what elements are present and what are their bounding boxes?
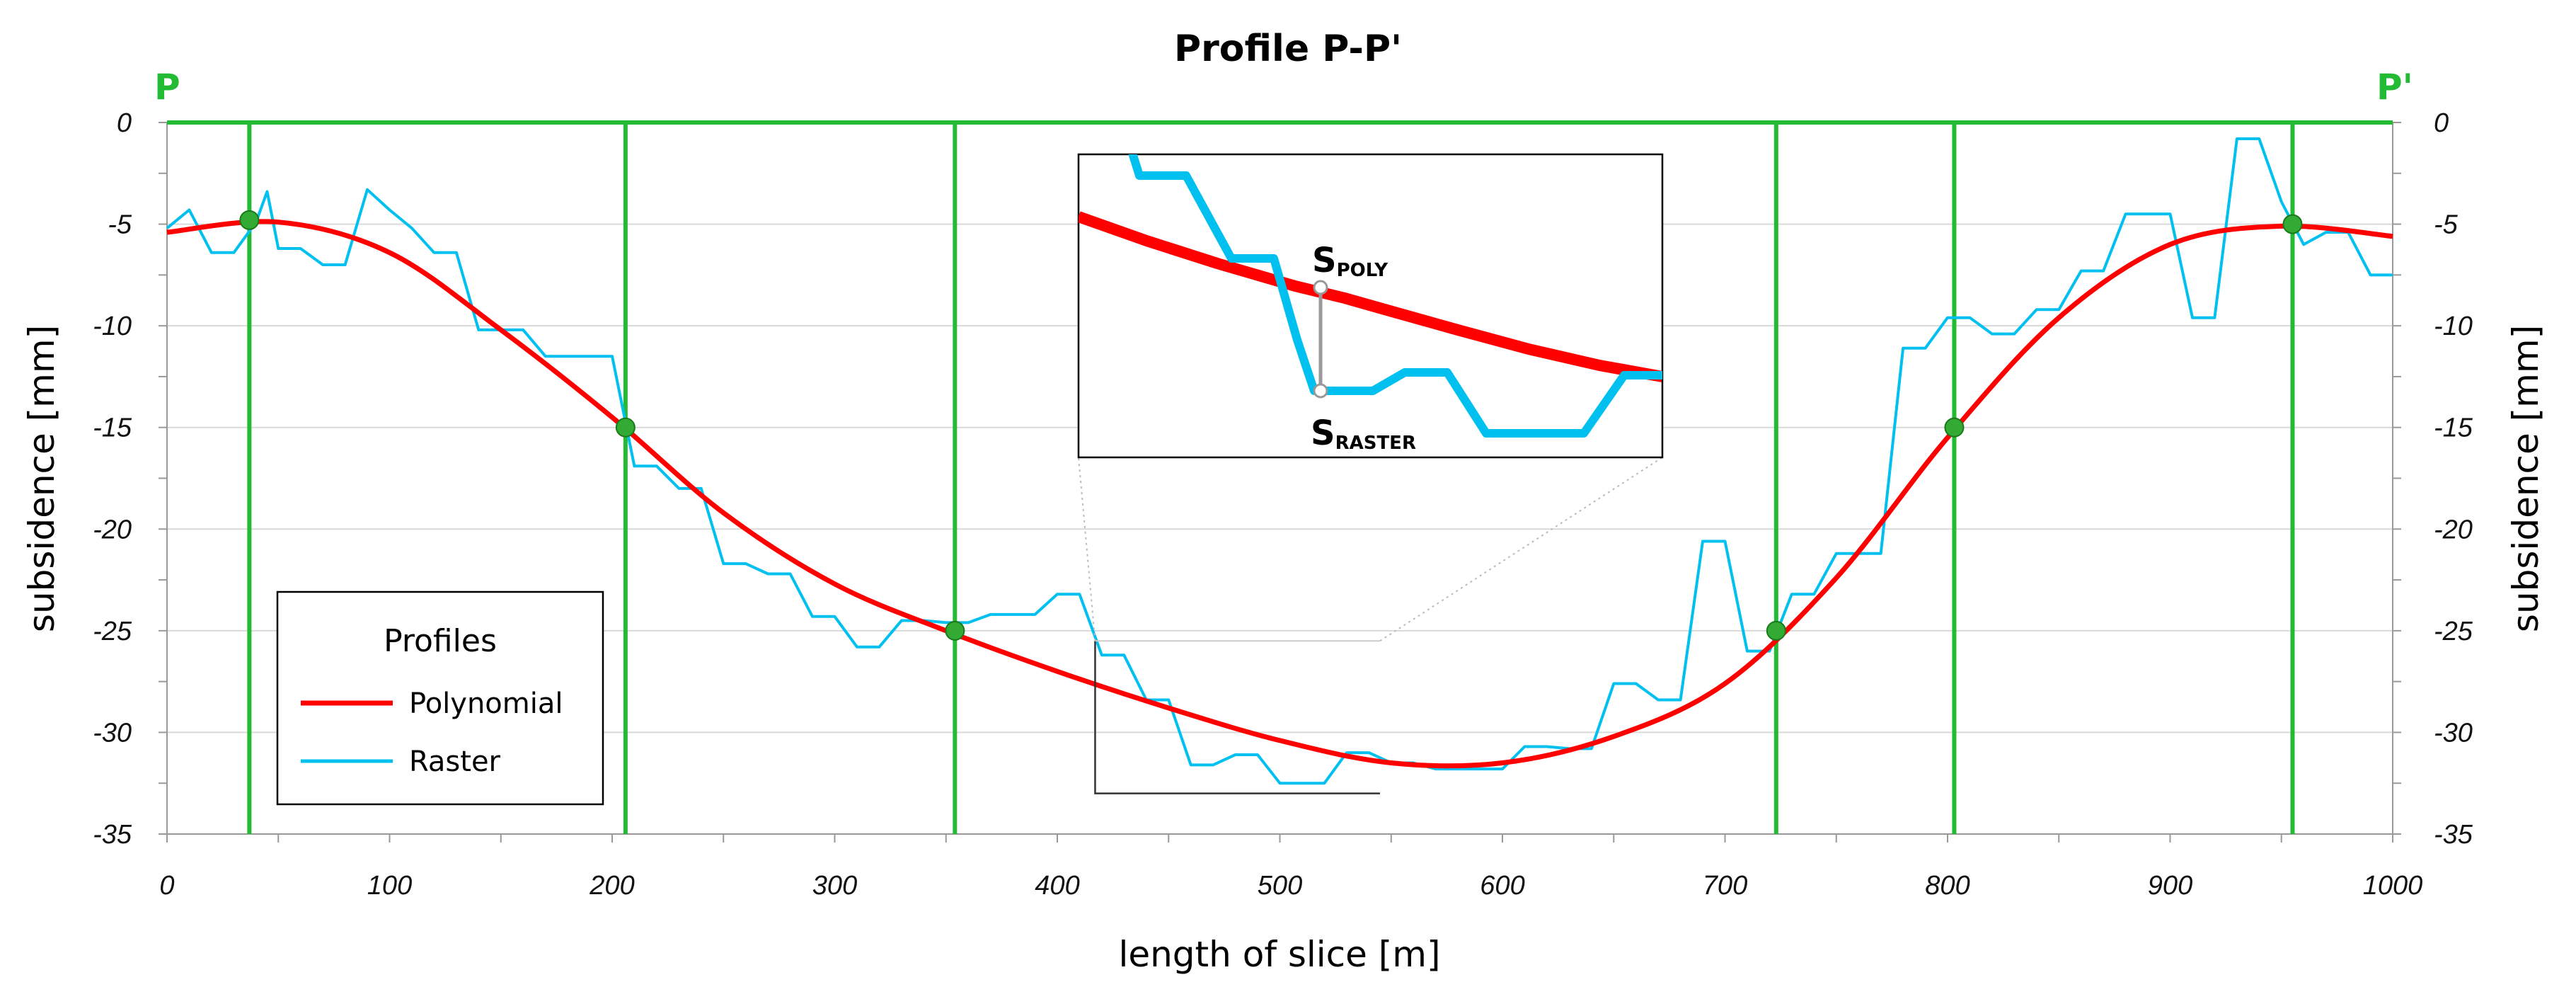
x-tick-label-7: 700 (1703, 871, 1747, 901)
x-tick-labels: 0 100 200 300 400 500 600 700 800 900 1000 (159, 871, 2422, 901)
y-tick-label-left-4: -20 (93, 515, 132, 544)
x-tick-label-1: 100 (367, 871, 412, 901)
y-axis-label-left: subsidence [mm] (21, 325, 62, 632)
x-tick-label-8: 800 (1925, 871, 1970, 901)
s-raster-main: S (1311, 413, 1335, 453)
legend-title: Profiles (384, 623, 497, 659)
s-poly-label: SPOLY (1312, 241, 1388, 281)
s-raster-label: SRASTER (1311, 413, 1416, 454)
start-label-p: P (154, 67, 180, 108)
intersection-marker-1 (615, 417, 636, 438)
x-tick-label-6: 600 (1480, 871, 1524, 901)
chart-title: Profile P-P' (1174, 28, 1402, 70)
y-axis-label-right: subsidence [mm] (2505, 325, 2546, 632)
y-tick-label-left-7: -35 (93, 820, 132, 850)
x-axis-label: length of slice [m] (1118, 934, 1440, 975)
zoom-source-region (1078, 457, 1663, 794)
y-tick-label-left-5: -25 (93, 617, 132, 646)
legend-label-raster: Raster (409, 746, 501, 778)
y-tick-label-right-0: 0 (2434, 108, 2449, 138)
y-tick-label-right-3: -15 (2434, 413, 2473, 443)
intersection-marker-3 (1766, 620, 1786, 641)
y-tick-label-left-1: -5 (108, 210, 132, 240)
zoom-connector-right (1379, 457, 1663, 642)
y-tick-label-right-4: -20 (2434, 515, 2473, 544)
x-tick-label-0: 0 (159, 871, 174, 901)
intersection-marker-2 (945, 620, 965, 641)
x-tick-label-4: 400 (1035, 871, 1079, 901)
y-tick-label-left-3: -15 (93, 413, 132, 443)
y-tick-label-left-6: -30 (93, 718, 132, 748)
x-tick-label-2: 200 (589, 871, 634, 901)
inset-raster-point (1313, 383, 1328, 399)
series-polynomial-curve (166, 219, 2393, 769)
minor-tick-marks (159, 122, 2401, 843)
y-tick-label-left-0: 0 (117, 108, 132, 138)
y-tick-label-right-7: -35 (2434, 820, 2473, 850)
s-raster-sub: RASTER (1335, 433, 1416, 454)
y-tick-labels-right: 0 -5 -10 -15 -20 -25 -30 -35 (2434, 108, 2473, 850)
series-raster-line (166, 137, 2393, 785)
y-tick-label-right-5: -25 (2434, 617, 2473, 646)
zoom-source-bracket (1094, 641, 1381, 794)
intersection-marker-5 (2282, 214, 2303, 234)
y-tick-labels-left: 0 -5 -10 -15 -20 -25 -30 -35 (93, 108, 132, 850)
intersection-marker-4 (1944, 417, 1965, 438)
inset-poly-point (1313, 280, 1328, 295)
zoom-inset: SPOLY SRASTER (1077, 153, 1664, 459)
s-poly-main: S (1312, 241, 1337, 280)
x-tick-label-9: 900 (2148, 871, 2192, 901)
inset-raster-line (1128, 154, 1662, 438)
intersection-markers (239, 210, 2303, 641)
zoom-connector-left (1078, 457, 1096, 641)
x-tick-label-5: 500 (1258, 871, 1302, 901)
legend: Profiles Polynomial Raster (276, 590, 604, 806)
y-tick-label-right-6: -30 (2434, 718, 2473, 748)
inset-polynomial-line (1079, 211, 1662, 382)
legend-label-polynomial: Polynomial (409, 687, 563, 720)
intersection-marker-0 (239, 210, 260, 230)
y-tick-label-left-2: -10 (93, 312, 132, 341)
y-tick-label-right-1: -5 (2434, 210, 2459, 240)
legend-box (276, 590, 604, 806)
section-vertical-lines (167, 120, 2393, 834)
x-tick-label-3: 300 (812, 871, 857, 901)
end-label-p-prime: P' (2376, 67, 2413, 108)
s-poly-sub: POLY (1337, 260, 1389, 281)
y-tick-label-right-2: -10 (2434, 312, 2473, 341)
x-tick-label-10: 1000 (2363, 871, 2423, 901)
